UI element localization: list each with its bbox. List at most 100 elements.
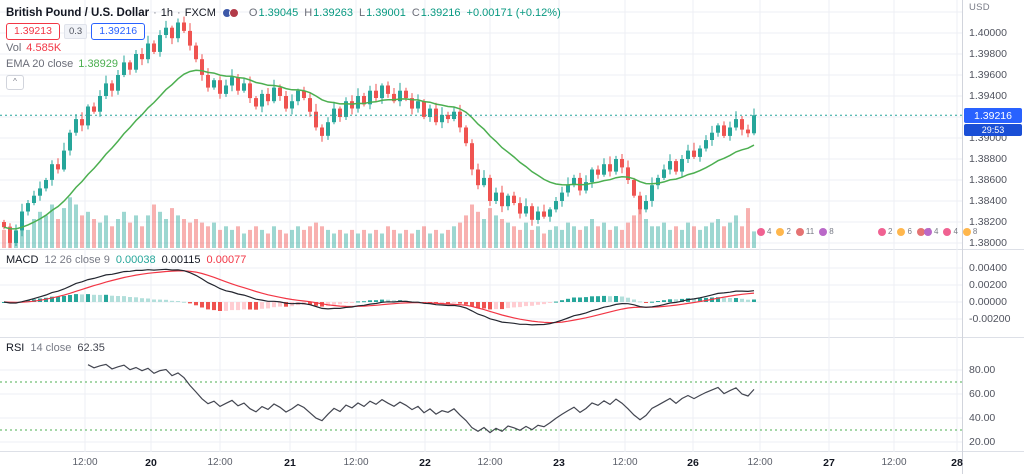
- chart-marker-cluster[interactable]: 4 2 11 8: [757, 227, 837, 236]
- separator-dot: ·: [153, 7, 157, 19]
- marker-icon: [878, 227, 886, 236]
- symbol-info-row[interactable]: British Pound / U.S. Dollar · 1h · FXCM …: [6, 5, 561, 21]
- us-flag-icon: [228, 8, 239, 18]
- macd-axis-tick: 0.00000: [969, 296, 1007, 308]
- price-axis[interactable]: USD 1.39216 29:53 1.40000 1.39800 1.39600 1…: [963, 0, 1024, 250]
- axis-corner: [963, 452, 1024, 474]
- macd-signal-value: 0.00077: [206, 254, 247, 266]
- marker-icon: [962, 227, 971, 236]
- symbol-legend: British Pound / U.S. Dollar · 1h · FXCM …: [6, 5, 561, 90]
- marker-count: 4: [953, 227, 958, 236]
- chart-marker-cluster[interactable]: 4 4 8: [924, 227, 980, 236]
- ema-label: EMA 20 close: [6, 58, 74, 70]
- rsi-axis-tick: 40.00: [969, 412, 996, 424]
- time-axis-tick: 12:00: [881, 457, 907, 468]
- spread-value: 0.3: [63, 23, 88, 39]
- time-axis-tick: 12:00: [612, 457, 638, 468]
- high-value: 1.39263: [313, 7, 353, 19]
- ema-value: 1.38929: [78, 58, 119, 70]
- time-axis[interactable]: 12:00 20 12:00 21 12:00 22 12:00 23 12:00 26 12:00…: [0, 452, 963, 474]
- time-axis-tick: 27: [823, 457, 835, 469]
- last-price-value: 1.39216: [974, 109, 1012, 122]
- high-label: H: [304, 7, 313, 19]
- price-pane[interactable]: British Pound / U.S. Dollar · 1h · FXCM …: [0, 0, 977, 250]
- price-axis-tick: 1.39600: [969, 69, 1007, 81]
- time-axis-tick: 26: [687, 457, 699, 469]
- rsi-axis[interactable]: 80.00 60.00 40.00 20.00: [963, 338, 1024, 452]
- macd-hist-value: 0.00038: [115, 254, 156, 266]
- macd-pane[interactable]: MACD 12 26 close 9 0.00038 0.00115 0.000…: [0, 250, 962, 338]
- marker-count: 4: [934, 227, 939, 236]
- marker-icon: [916, 227, 925, 236]
- time-axis-tick: 12:00: [477, 457, 503, 468]
- interval-label[interactable]: 1h: [160, 7, 174, 19]
- volume-legend[interactable]: Vol 4.585K: [6, 41, 561, 55]
- separator-dot: ·: [177, 7, 181, 19]
- rsi-axis-tick: 80.00: [969, 364, 996, 376]
- close-value: 1.39216: [420, 7, 461, 19]
- open-value: 1.39045: [258, 7, 299, 19]
- price-axis-tick: 1.38000: [969, 237, 1007, 249]
- time-axis-tick: 12:00: [72, 457, 98, 468]
- price-axis-tick: 1.39800: [969, 48, 1007, 60]
- marker-icon: [757, 227, 765, 236]
- marker-icon: [943, 227, 952, 236]
- price-axis-tick: 1.38600: [969, 174, 1007, 186]
- macd-axis-tick: 0.00200: [969, 279, 1007, 291]
- axis-currency-unit[interactable]: USD: [969, 2, 990, 13]
- macd-legend-params: 12 26 close 9: [44, 254, 110, 266]
- macd-line-value: 0.00115: [161, 254, 201, 266]
- low-value: 1.39001: [366, 7, 406, 19]
- volume-label: Vol: [6, 42, 22, 54]
- rsi-axis-tick: 60.00: [969, 388, 996, 400]
- buy-button[interactable]: 1.39216: [91, 22, 146, 40]
- volume-value: 4.585K: [26, 42, 62, 54]
- rsi-axis-tick: 20.00: [969, 436, 996, 448]
- chart-main-area: British Pound / U.S. Dollar · 1h · FXCM …: [0, 0, 978, 474]
- sell-button[interactable]: 1.39213: [6, 22, 60, 40]
- low-label: L: [358, 7, 366, 19]
- legend-collapse-button[interactable]: ^: [6, 75, 24, 90]
- marker-icon: [819, 227, 828, 236]
- macd-axis-tick: -0.00200: [969, 313, 1011, 325]
- rsi-pane[interactable]: RSI 14 close 62.35: [0, 338, 962, 452]
- marker-count: 2: [786, 227, 791, 236]
- marker-count: 2: [888, 227, 893, 236]
- marker-icon: [924, 227, 932, 236]
- trade-buttons-row: 1.39213 0.3 1.39216: [6, 22, 561, 40]
- macd-axis[interactable]: 0.00400 0.00200 0.00000 -0.00200: [963, 250, 1024, 338]
- price-axis-tick: 1.40000: [969, 27, 1007, 39]
- time-axis-tick: 28: [951, 457, 963, 469]
- symbol-title[interactable]: British Pound / U.S. Dollar: [6, 7, 150, 19]
- rsi-legend-title: RSI: [6, 342, 25, 354]
- time-axis-tick: 23: [553, 457, 565, 469]
- time-axis-tick: 21: [284, 457, 296, 469]
- change-value: +0.00171 (+0.12%): [466, 7, 561, 19]
- marker-count: 11: [805, 227, 815, 236]
- ema-legend[interactable]: EMA 20 close 1.38929: [6, 57, 561, 71]
- price-chart-canvas[interactable]: [0, 0, 962, 250]
- marker-icon: [897, 227, 906, 236]
- macd-legend[interactable]: MACD 12 26 close 9 0.00038 0.00115 0.000…: [6, 254, 246, 266]
- marker-count: 6: [907, 227, 912, 236]
- open-label: O: [248, 7, 258, 19]
- time-axis-tick: 12:00: [747, 457, 773, 468]
- ohlc-readout: O 1.39045 H 1.39263 L 1.39001 C 1.39216 +0.0…: [249, 7, 561, 19]
- price-axis-tick: 1.39400: [969, 90, 1007, 102]
- macd-axis-tick: 0.00400: [969, 262, 1007, 274]
- marker-count: 8: [829, 227, 834, 236]
- time-axis-tick: 12:00: [343, 457, 369, 468]
- macd-chart-canvas[interactable]: [0, 250, 962, 338]
- bar-countdown-label: 29:53: [964, 124, 1022, 136]
- time-axis-tick: 20: [145, 457, 157, 469]
- exchange-label[interactable]: FXCM: [184, 7, 216, 19]
- price-axis-tick: 1.38800: [969, 153, 1007, 165]
- bar-countdown-value: 29:53: [981, 125, 1005, 135]
- marker-icon: [795, 227, 804, 236]
- rsi-legend[interactable]: RSI 14 close 62.35: [6, 342, 105, 354]
- rsi-chart-canvas[interactable]: [0, 338, 962, 452]
- time-axis-tick: 22: [419, 457, 431, 469]
- marker-count: 4: [767, 227, 772, 236]
- marker-icon: [776, 227, 785, 236]
